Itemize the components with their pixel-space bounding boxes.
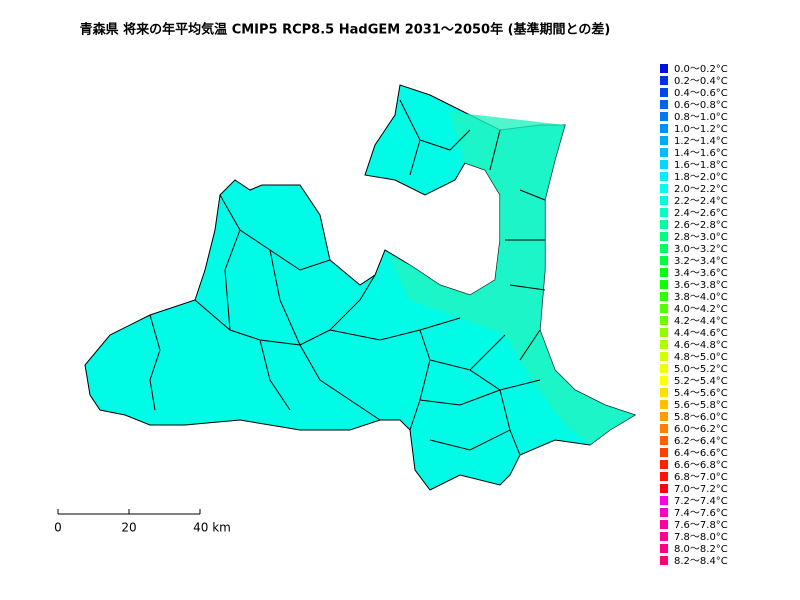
- scale-bar: 0 20 40 km: [54, 509, 231, 535]
- municipal-border: [149, 99, 546, 456]
- legend-label: 7.2～7.4°C: [674, 496, 728, 507]
- legend-swatch: [660, 112, 668, 121]
- legend-label: 5.8～6.0°C: [674, 412, 728, 423]
- legend-label: 1.4～1.6°C: [674, 148, 728, 159]
- legend-label: 1.8～2.0°C: [674, 172, 728, 183]
- legend-label: 8.0～8.2°C: [674, 544, 728, 555]
- legend-label: 7.6～7.8°C: [674, 520, 728, 531]
- legend-swatch: [660, 460, 668, 469]
- legend-swatch: [660, 364, 668, 373]
- legend-swatch: [660, 136, 668, 145]
- legend-swatch: [660, 184, 668, 193]
- legend-label: 7.8～8.0°C: [674, 532, 728, 543]
- legend-label: 0.4～0.6°C: [674, 88, 728, 99]
- legend-label: 5.6～5.8°C: [674, 400, 728, 411]
- legend-swatch: [660, 208, 668, 217]
- legend-label: 2.2～2.4°C: [674, 196, 728, 207]
- legend-swatch: [660, 412, 668, 421]
- legend-swatch: [660, 220, 668, 229]
- legend-swatch: [660, 196, 668, 205]
- legend-swatch: [660, 508, 668, 517]
- legend-label: 1.6～1.8°C: [674, 160, 728, 171]
- legend-label: 4.0～4.2°C: [674, 304, 728, 315]
- legend-swatch: [660, 280, 668, 289]
- legend-label: 3.2～3.4°C: [674, 256, 728, 267]
- legend-swatch: [660, 328, 668, 337]
- legend-swatch: [660, 520, 668, 529]
- legend-label: 5.2～5.4°C: [674, 376, 728, 387]
- legend-label: 6.4～6.6°C: [674, 448, 728, 459]
- legend-label: 6.8～7.0°C: [674, 472, 728, 483]
- legend-swatch: [660, 148, 668, 157]
- legend-label: 7.0～7.2°C: [674, 484, 728, 495]
- legend-label: 6.2～6.4°C: [674, 436, 728, 447]
- legend-swatch: [660, 484, 668, 493]
- legend-label: 7.4～7.6°C: [674, 508, 728, 519]
- legend-label: 4.8～5.0°C: [674, 352, 728, 363]
- legend-swatch: [660, 292, 668, 301]
- scale-label: 0: [54, 521, 62, 535]
- legend-label: 6.0～6.2°C: [674, 424, 728, 435]
- legend-swatch: [660, 304, 668, 313]
- east-zone: [388, 112, 635, 445]
- legend-label: 5.4～5.6°C: [674, 388, 728, 399]
- legend-label: 0.2～0.4°C: [674, 76, 728, 87]
- legend-swatch: [660, 532, 668, 541]
- legend-swatch: [660, 268, 668, 277]
- legend-swatch: [660, 424, 668, 433]
- legend-swatch: [660, 556, 668, 565]
- scale-label: 40 km: [193, 521, 231, 535]
- legend-label: 0.8～1.0°C: [674, 112, 728, 123]
- legend-swatch: [660, 100, 668, 109]
- legend-label: 5.0～5.2°C: [674, 364, 728, 375]
- legend-swatch: [660, 352, 668, 361]
- legend-label: 2.6～2.8°C: [674, 220, 728, 231]
- map-title: 青森県 将来の年平均気温 CMIP5 RCP8.5 HadGEM 2031～20…: [80, 22, 611, 38]
- legend-swatch: [660, 472, 668, 481]
- legend-label: 2.8～3.0°C: [674, 232, 728, 243]
- legend-swatch: [660, 436, 668, 445]
- legend-label: 1.2～1.4°C: [674, 136, 728, 147]
- legend-swatch: [660, 496, 668, 505]
- legend-swatch: [660, 388, 668, 397]
- legend-swatch: [660, 256, 668, 265]
- legend-label: 2.4～2.6°C: [674, 208, 728, 219]
- legend-label: 4.2～4.4°C: [674, 316, 728, 327]
- legend-swatch: [660, 400, 668, 409]
- legend-swatch: [660, 124, 668, 133]
- legend-swatch: [660, 160, 668, 169]
- legend-label: 1.0～1.2°C: [674, 124, 728, 135]
- legend-swatch: [660, 64, 668, 73]
- legend-label: 4.6～4.8°C: [674, 340, 728, 351]
- prefecture: [84, 84, 637, 491]
- legend-swatch: [660, 172, 668, 181]
- legend-swatch: [660, 244, 668, 253]
- legend-label: 8.2～8.4°C: [674, 556, 728, 567]
- legend-label: 4.4～4.6°C: [674, 328, 728, 339]
- legend-label: 3.4～3.6°C: [674, 268, 728, 279]
- legend-swatch: [660, 376, 668, 385]
- legend-swatch: [660, 76, 668, 85]
- legend-label: 2.0～2.2°C: [674, 184, 728, 195]
- legend-swatch: [660, 340, 668, 349]
- legend-label: 0.0～0.2°C: [674, 64, 728, 75]
- legend-swatch: [660, 88, 668, 97]
- legend-label: 0.6～0.8°C: [674, 100, 728, 111]
- legend-label: 6.6～6.8°C: [674, 460, 728, 471]
- scale-label: 20: [121, 521, 136, 535]
- legend-label: 3.8～4.0°C: [674, 292, 728, 303]
- legend-swatch: [660, 232, 668, 241]
- legend-label: 3.6～3.8°C: [674, 280, 728, 291]
- legend-label: 3.0～3.2°C: [674, 244, 728, 255]
- legend: 0.0～0.2°C0.2～0.4°C0.4～0.6°C0.6～0.8°C0.8～…: [660, 64, 728, 567]
- legend-swatch: [660, 316, 668, 325]
- legend-swatch: [660, 448, 668, 457]
- legend-swatch: [660, 544, 668, 553]
